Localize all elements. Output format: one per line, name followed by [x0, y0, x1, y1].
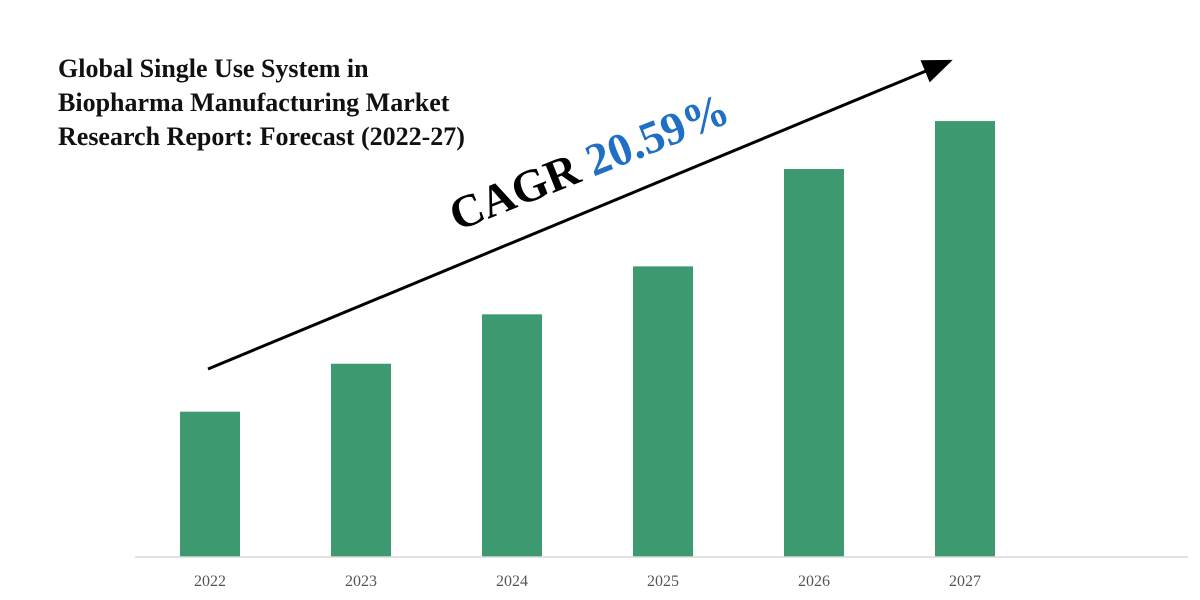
chart-title-line-1: Global Single Use System in: [58, 54, 369, 83]
x-tick-label-2026: 2026: [798, 573, 830, 590]
chart-title-line-3: Research Report: Forecast (2022-27): [58, 122, 465, 151]
x-tick-label-2022: 2022: [194, 573, 226, 590]
trend-arrow: [207, 59, 953, 371]
bar-2022: [180, 411, 240, 557]
x-tick-labels: 2022 2023 2024 2025 2026 2027: [194, 573, 981, 590]
bar-2023: [331, 363, 391, 557]
x-tick-label-2025: 2025: [647, 573, 679, 590]
bar-2027: [935, 121, 995, 557]
x-tick-label-2027: 2027: [949, 573, 981, 590]
bars-group: [180, 121, 995, 557]
bar-2024: [482, 314, 542, 557]
bar-2026: [784, 169, 844, 557]
chart-title-line-2: Biopharma Manufacturing Market: [58, 88, 450, 117]
x-tick-label-2024: 2024: [496, 573, 528, 590]
bar-2025: [633, 266, 693, 557]
x-tick-label-2023: 2023: [345, 573, 377, 590]
